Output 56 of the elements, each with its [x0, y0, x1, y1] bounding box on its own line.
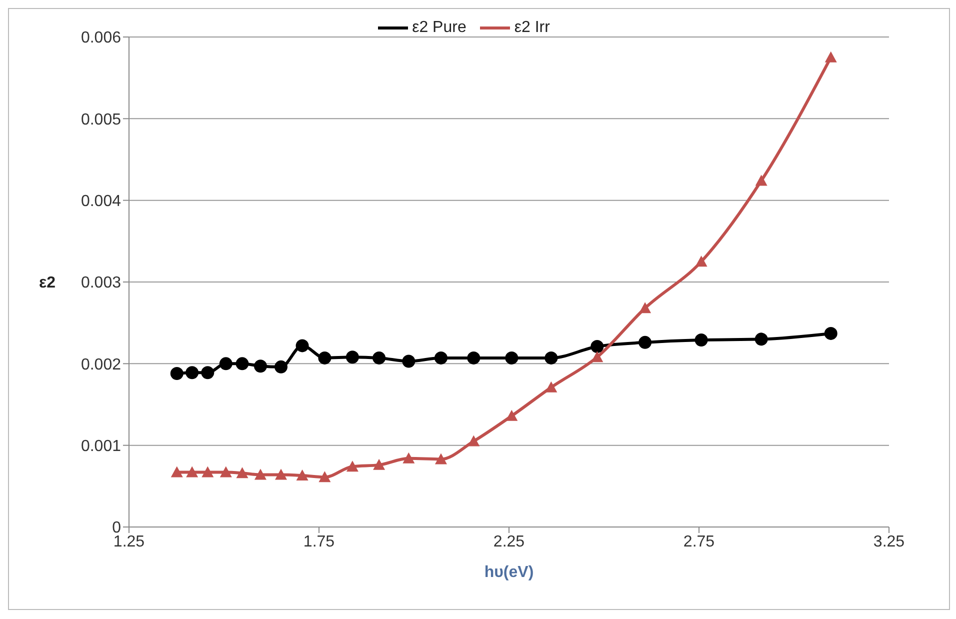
x-tick-label: 1.75 [303, 533, 335, 550]
point [591, 351, 604, 362]
x-tick-label: 3.25 [873, 533, 905, 550]
y-axis-title: ε2 [39, 274, 56, 292]
point [274, 360, 288, 374]
y-tick-label: 0.001 [80, 438, 122, 456]
point [186, 466, 198, 478]
point [402, 452, 415, 464]
point [544, 351, 558, 364]
point [202, 466, 214, 478]
x-tick-label: 2.25 [493, 533, 525, 550]
legend-label: ε2 Irr [514, 19, 550, 37]
point [186, 366, 199, 380]
point [590, 340, 604, 354]
legend-label: ε2 Pure [412, 19, 466, 37]
y-tick-label: 0.004 [80, 193, 122, 210]
y-tick-label: 0.006 [80, 30, 122, 47]
point [372, 351, 386, 364]
point [170, 366, 184, 380]
point [296, 470, 308, 481]
x-tick-label: 2.75 [683, 533, 715, 550]
point [505, 351, 518, 364]
point [506, 410, 518, 421]
point [220, 466, 232, 478]
point [254, 360, 267, 373]
point [638, 336, 652, 349]
point [468, 435, 480, 446]
point [346, 350, 359, 364]
point [346, 460, 358, 472]
point [695, 256, 708, 267]
point [201, 366, 214, 380]
point [296, 339, 309, 352]
point [754, 332, 768, 346]
point [236, 357, 249, 370]
point [170, 466, 183, 478]
point [545, 381, 558, 392]
point [824, 326, 838, 340]
point [236, 467, 248, 478]
point [318, 351, 332, 364]
point [755, 174, 768, 186]
y-tick-label: 0.002 [80, 356, 122, 374]
point [402, 354, 416, 368]
point [824, 51, 837, 62]
point [275, 468, 287, 480]
point [434, 453, 447, 464]
point [639, 302, 652, 314]
point [219, 357, 232, 370]
point [254, 468, 266, 480]
point [318, 471, 331, 482]
point [694, 333, 708, 346]
point [434, 351, 448, 364]
point [373, 458, 386, 470]
y-tick-label: 0.005 [80, 111, 122, 128]
x-axis-title: hυ(eV) [484, 564, 534, 581]
y-tick-label: 0.003 [80, 274, 122, 292]
point [467, 351, 480, 364]
